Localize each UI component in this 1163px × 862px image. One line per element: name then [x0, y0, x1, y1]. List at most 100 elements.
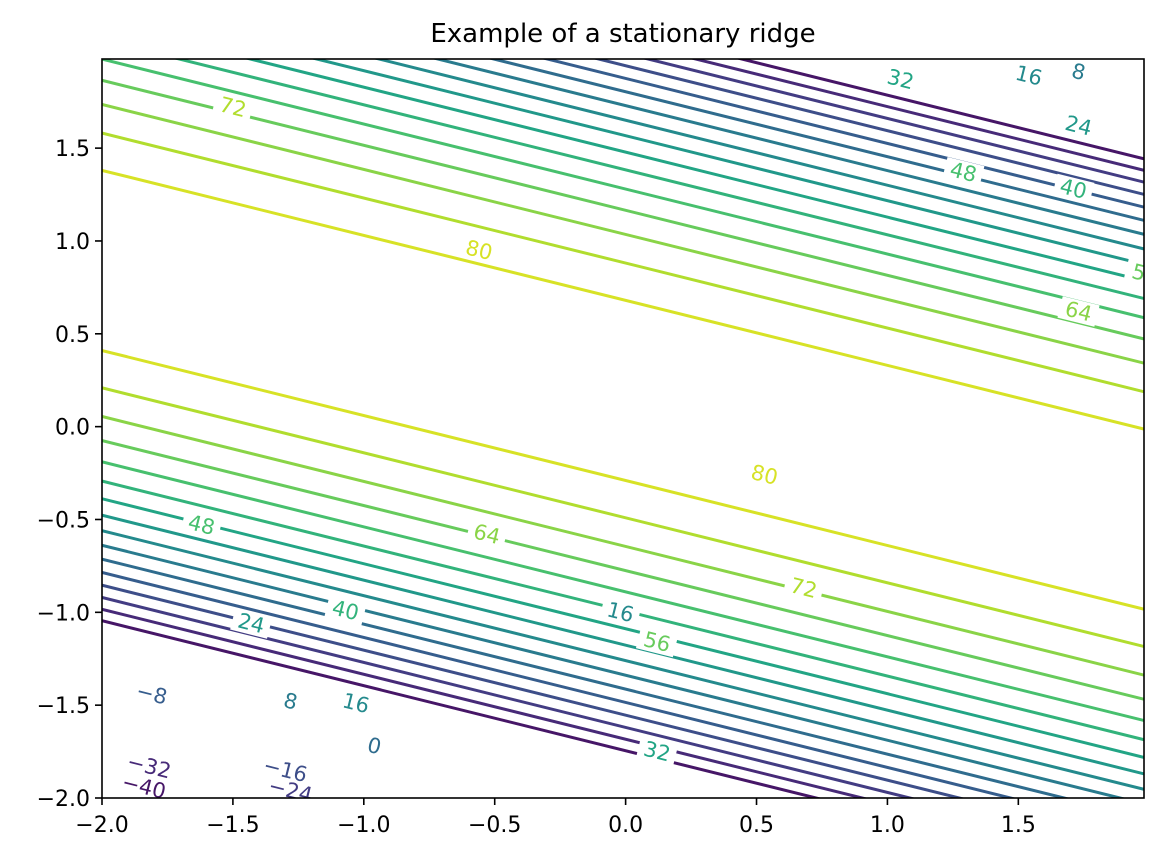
- contour-label: 16: [605, 597, 637, 627]
- plot-frame: [101, 58, 1145, 799]
- contour-line-16-lower: [102, 529, 1144, 791]
- contour-label-gap: [359, 732, 390, 760]
- contour-label: 32: [885, 65, 917, 95]
- contour-line--32-lower: [102, 607, 869, 798]
- contour-label: 40: [330, 596, 362, 626]
- y-tick-label: 0.0: [55, 416, 90, 441]
- y-tick-label: −1.0: [37, 601, 90, 626]
- contour-label-gap: [122, 749, 177, 784]
- x-tick-label: 0.0: [608, 813, 643, 838]
- contour-line--32-upper: [689, 59, 1144, 172]
- contour-label-group: 64: [465, 519, 508, 550]
- contour-line-0-upper: [487, 59, 1144, 222]
- contour-line--16-upper: [592, 59, 1144, 196]
- contour-line-64-upper: [102, 102, 1144, 365]
- contour-label: 16: [340, 688, 372, 718]
- x-tick-label: −1.0: [337, 813, 390, 838]
- contour-label-group: 80: [743, 459, 786, 491]
- contour-label-gap: [457, 234, 501, 266]
- contour-label-gap: [1057, 110, 1100, 142]
- contour-line-80-lower: [102, 348, 1144, 611]
- contour-label-gap: [1052, 173, 1095, 205]
- contour-label: 64: [471, 519, 503, 549]
- contour-label-gap: [635, 736, 679, 767]
- y-tick-label: 1.0: [55, 230, 90, 255]
- contour-label: 24: [235, 609, 267, 639]
- contour-label-group: 64: [1057, 296, 1100, 327]
- contour-label-gap: [211, 92, 254, 123]
- contour-label: 0: [365, 733, 384, 760]
- contour-lines: [102, 59, 1144, 798]
- contour-line-32-lower: [102, 497, 1144, 759]
- y-tick-label: 0.5: [55, 323, 90, 348]
- x-tick-label: 1.5: [1001, 813, 1036, 838]
- contour-label-gap: [116, 770, 171, 798]
- contour-label-group: −24: [263, 773, 318, 798]
- contour-label-group: 0: [359, 732, 390, 760]
- contour-line-40-upper: [172, 59, 1144, 301]
- contour-label-group: 56: [635, 626, 679, 658]
- contour-label: 64: [1063, 297, 1095, 327]
- contour-label-group: 32: [879, 64, 922, 95]
- contour-label-gap: [782, 572, 825, 604]
- contour-line--8-upper: [541, 59, 1144, 209]
- contour-line--40-lower: [102, 619, 823, 798]
- contour-line-8-upper: [431, 59, 1144, 236]
- contour-line-16-upper: [372, 59, 1144, 251]
- contour-label-group: 24: [1057, 110, 1100, 142]
- contour-label: 72: [217, 92, 249, 122]
- contour-label: 16: [1013, 61, 1045, 91]
- contour-line-48-lower: [102, 460, 1144, 723]
- contour-line--24-upper: [641, 59, 1144, 184]
- contour-label: 56: [641, 627, 673, 657]
- contour-label-gap: [1007, 60, 1050, 91]
- contour-line-32-upper: [244, 59, 1144, 283]
- contour-label-gap: [1063, 59, 1094, 86]
- contour-label-gap: [1057, 296, 1100, 327]
- contour-label-group: 40: [324, 595, 367, 626]
- contour-label-gap: [180, 509, 223, 541]
- contour-line-72-lower: [102, 386, 1144, 649]
- contour-label: 48: [947, 157, 979, 187]
- contour-line-72-upper: [102, 131, 1144, 394]
- contour-line-56-lower: [102, 439, 1144, 701]
- contour-label-group: −40: [116, 770, 171, 798]
- chart-title: Example of a stationary ridge: [430, 19, 815, 49]
- contour-label-group: 8: [275, 687, 306, 716]
- contour-label-group: 16: [1007, 60, 1050, 91]
- contour-label-group: 8: [1063, 59, 1094, 86]
- contour-label-gap: [334, 688, 378, 719]
- contour-label-group: 16: [334, 688, 378, 719]
- contour-label-group: −8: [130, 678, 173, 710]
- contour-label-group: 80: [457, 234, 501, 266]
- contour-line-48-upper: [102, 59, 1144, 320]
- contour-label-gap: [130, 678, 173, 710]
- contour-label: 48: [186, 510, 218, 540]
- x-tick-label: −0.5: [468, 813, 521, 838]
- contour-line-64-lower: [102, 414, 1144, 677]
- contour-label-group: 48: [180, 509, 223, 541]
- x-tick-label: 1.0: [870, 813, 905, 838]
- contour-line--40-upper: [735, 59, 1144, 161]
- y-tick-label: −1.5: [37, 694, 90, 719]
- contour-line--8-lower: [102, 570, 1017, 798]
- contour-label: 72: [788, 573, 820, 603]
- contour-label: 32: [641, 737, 673, 767]
- contour-label-gap: [263, 773, 318, 798]
- contour-label-gap: [1123, 258, 1144, 287]
- x-axis: −2.0 −1.5 −1.0 −0.5 0.0 0.5 1.0 1.5: [75, 798, 1036, 838]
- contour-label: −8: [134, 679, 170, 710]
- contour-label-group: 5: [1123, 258, 1144, 287]
- contour-label-gap: [879, 64, 922, 95]
- contour-label: 24: [1063, 111, 1095, 141]
- contour-label: 8: [281, 688, 300, 715]
- contour-label-gap: [275, 687, 306, 716]
- y-tick-label: −0.5: [37, 508, 90, 533]
- x-tick-label: 0.5: [739, 813, 774, 838]
- contour-line-24-lower: [102, 513, 1144, 776]
- contour-label-gap: [599, 597, 642, 628]
- contour-line-0-lower: [102, 557, 1071, 798]
- contour-label-gap: [743, 459, 786, 491]
- contour-label-gap: [230, 608, 273, 639]
- y-tick-label: −2.0: [37, 787, 90, 812]
